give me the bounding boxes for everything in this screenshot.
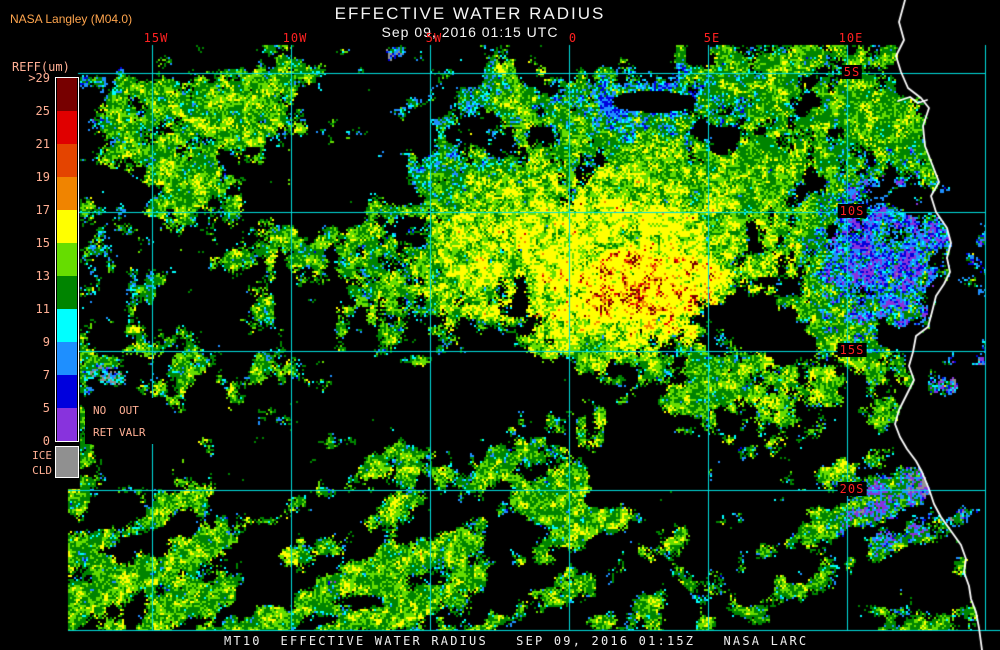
lon-label-15W: 15W <box>143 31 169 45</box>
lon-label-5E: 5E <box>703 31 721 45</box>
legend-tick-label: 9 <box>42 335 50 349</box>
lon-label-0: 0 <box>568 31 578 45</box>
legend-band-cyan <box>57 309 77 342</box>
legend-tick-label: 25 <box>35 104 50 118</box>
ice-label-line2: CLD <box>32 464 52 477</box>
ice-label-line1: ICE <box>32 449 52 462</box>
legend-band-green <box>57 276 77 309</box>
legend-band-purple <box>57 408 77 441</box>
legend-band-red <box>57 111 77 144</box>
lon-label-10W: 10W <box>282 31 308 45</box>
lat-label-5S: 5S <box>841 65 863 79</box>
lat-label-15S: 15S <box>837 343 867 357</box>
timestamp-subtitle: Sep 09, 2016 01:15 UTC <box>381 24 559 40</box>
footer-caption: MT10 EFFECTIVE WATER RADIUS SEP 09, 2016… <box>224 634 809 648</box>
legend-tick-label: >29 <box>28 71 50 85</box>
legend-band-yellow <box>57 210 77 243</box>
credit-label: NASA Langley (M04.0) <box>10 12 133 26</box>
color-scale-bar <box>55 77 79 442</box>
legend-tick-label: 7 <box>42 368 50 382</box>
legend-band-orange <box>57 177 77 210</box>
ice-cloud-swatch <box>55 446 79 478</box>
flag-no-label: NO <box>93 404 107 417</box>
legend-tick-label: 5 <box>42 401 50 415</box>
flag-valr-label: VALR <box>119 426 146 439</box>
legend-flags: NO OUT RET VALR <box>85 398 159 444</box>
legend-tick-label: 15 <box>35 236 50 250</box>
flag-out-label: OUT <box>119 404 139 417</box>
ice-cloud-label: ICE CLD <box>26 448 52 478</box>
legend-band-orange_red <box>57 144 77 177</box>
legend-tick-label: 17 <box>35 203 50 217</box>
legend-tick-label: 0 <box>42 434 50 448</box>
legend-tick-label: 19 <box>35 170 50 184</box>
legend-band-dodger <box>57 342 77 375</box>
legend-tick-label: 21 <box>35 137 50 151</box>
lon-label-5W: 5W <box>425 31 443 45</box>
page-title: EFFECTIVE WATER RADIUS <box>334 4 606 23</box>
legend-title: REFF(um) <box>12 60 70 74</box>
lat-label-10S: 10S <box>837 204 867 218</box>
legend-band-chartreuse <box>57 243 77 276</box>
legend-tick-label: 11 <box>35 302 50 316</box>
legend-band-blue <box>57 375 77 408</box>
legend-band-maroon <box>57 78 77 111</box>
flag-ret-label: RET <box>93 426 113 439</box>
lat-label-20S: 20S <box>837 482 867 496</box>
legend-tick-label: 13 <box>35 269 50 283</box>
lon-label-10E: 10E <box>838 31 864 45</box>
